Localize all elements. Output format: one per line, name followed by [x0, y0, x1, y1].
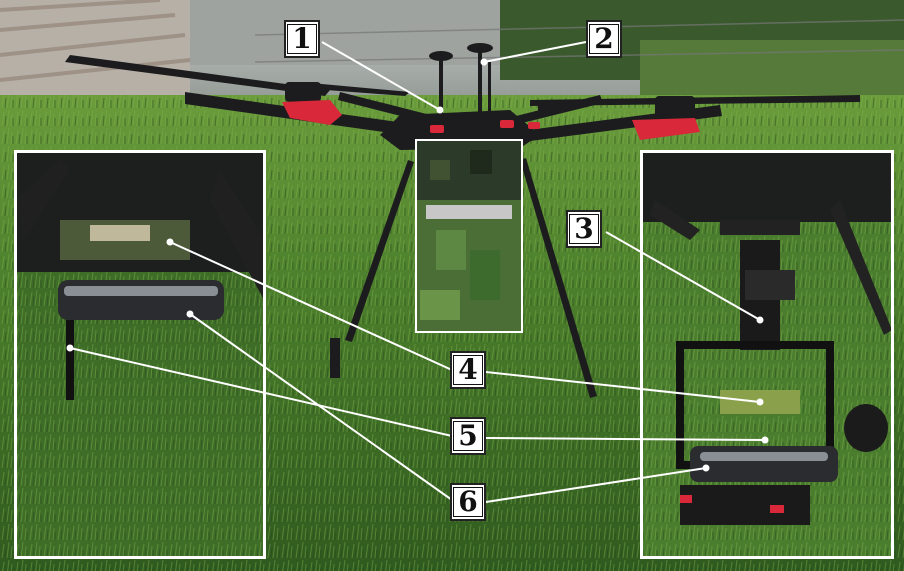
- landing-leg-left: [345, 160, 414, 342]
- motor-left: [285, 82, 321, 102]
- label-4: 4: [450, 351, 486, 389]
- propeller-left: [65, 55, 330, 96]
- leg-skid-left: [330, 338, 340, 378]
- gps-mast-3: [488, 62, 491, 112]
- red-mount-small-1: [430, 125, 444, 133]
- callout-line-5b: [485, 437, 766, 441]
- building-roof-stripes: [0, 0, 191, 82]
- inset-left-frame: [14, 150, 266, 559]
- gps-mast-2: [478, 52, 482, 112]
- red-mount-left: [282, 100, 342, 125]
- callout-line-4a: [169, 241, 453, 371]
- label-6: 6: [450, 483, 486, 521]
- label-1: 1: [284, 20, 320, 58]
- gps-puck-2: [467, 43, 493, 53]
- callout-line-5a: [69, 347, 453, 437]
- callout-line-6b: [485, 467, 707, 503]
- landing-leg-right: [520, 158, 597, 398]
- drone: [65, 43, 860, 398]
- label-5: 5: [450, 417, 486, 455]
- motor-mounts: [282, 100, 700, 140]
- callout-line-6a: [189, 313, 453, 501]
- callout-line-4b: [485, 371, 761, 403]
- motor-right: [655, 96, 695, 118]
- red-mount-right: [632, 118, 700, 140]
- red-mount-small-3: [528, 122, 540, 129]
- callout-line-2: [483, 41, 587, 63]
- propeller-front-left: [300, 82, 410, 96]
- red-mount-small-2: [500, 120, 514, 128]
- gps-mast-1: [439, 60, 443, 115]
- inset-right-frame: [640, 150, 894, 559]
- pixelated-region: [415, 139, 523, 333]
- label-3: 3: [566, 210, 602, 248]
- gps-puck-1: [429, 51, 453, 61]
- motor-back: [538, 100, 560, 114]
- callout-line-3: [605, 231, 761, 321]
- tree-line: [640, 40, 904, 100]
- fence: [254, 19, 904, 63]
- gimbal-motor: [844, 404, 888, 452]
- inset-right-content: [642, 152, 892, 557]
- inset-left-content: [16, 152, 264, 557]
- leg-left-inset: [66, 320, 74, 400]
- callout-lines: [66, 41, 769, 503]
- callout-line-1: [321, 41, 441, 111]
- label-2: 2: [586, 20, 622, 58]
